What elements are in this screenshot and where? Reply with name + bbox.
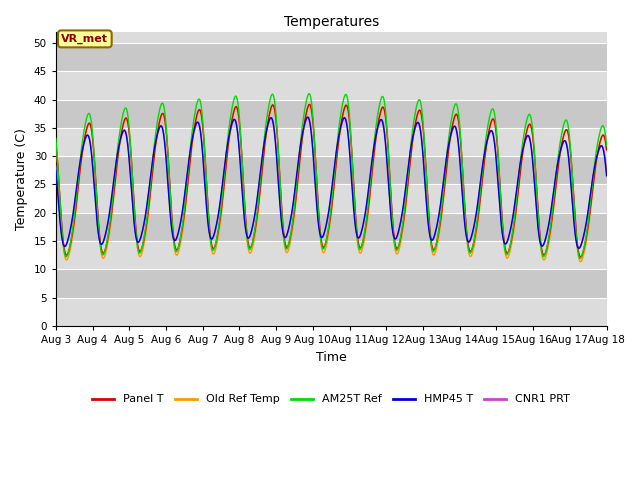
Bar	[56, 298, 607, 326]
Bar	[56, 241, 607, 269]
Bar	[56, 269, 607, 298]
Y-axis label: Temperature (C): Temperature (C)	[15, 128, 28, 230]
Bar	[56, 156, 607, 184]
Bar	[56, 128, 607, 156]
Bar	[56, 184, 607, 213]
Bar	[56, 71, 607, 99]
Title: Temperatures: Temperatures	[284, 15, 379, 29]
Legend: Panel T, Old Ref Temp, AM25T Ref, HMP45 T, CNR1 PRT: Panel T, Old Ref Temp, AM25T Ref, HMP45 …	[88, 390, 575, 409]
Text: VR_met: VR_met	[61, 34, 108, 44]
X-axis label: Time: Time	[316, 351, 347, 364]
Bar	[56, 213, 607, 241]
Bar	[56, 43, 607, 71]
Bar	[56, 99, 607, 128]
